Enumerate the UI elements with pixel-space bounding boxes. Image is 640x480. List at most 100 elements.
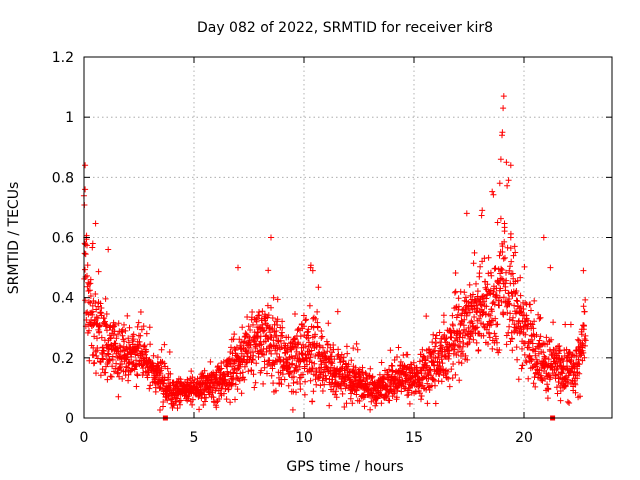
data-point <box>96 322 103 329</box>
data-point <box>510 252 517 259</box>
data-point <box>347 395 354 402</box>
data-point <box>513 288 520 294</box>
data-point <box>314 324 321 331</box>
data-point <box>93 314 100 321</box>
data-point <box>146 324 153 331</box>
data-point <box>530 380 537 387</box>
data-point-outlier <box>494 219 501 226</box>
data-point <box>86 287 93 294</box>
data-point <box>89 311 96 318</box>
data-point <box>452 371 459 378</box>
y-tick-label: 1 <box>65 110 74 126</box>
data-point <box>470 260 477 267</box>
data-point <box>107 335 114 342</box>
data-point <box>221 390 227 397</box>
data-point <box>488 272 495 279</box>
data-point <box>527 301 534 308</box>
data-point <box>84 262 91 269</box>
data-point <box>362 370 369 377</box>
data-point <box>569 351 576 358</box>
data-point <box>525 375 532 382</box>
data-point-outlier <box>507 234 514 241</box>
data-point <box>289 360 296 367</box>
data-point <box>500 311 507 318</box>
data-point <box>458 360 465 367</box>
data-point <box>334 308 341 315</box>
data-point <box>471 305 478 312</box>
data-point <box>575 356 582 363</box>
data-point <box>486 334 493 341</box>
data-point <box>500 255 507 262</box>
data-point <box>321 349 328 356</box>
data-point <box>446 383 453 390</box>
data-point <box>423 313 430 320</box>
data-point <box>274 316 281 323</box>
data-point <box>294 379 301 385</box>
data-point <box>478 212 485 219</box>
data-point <box>97 372 104 379</box>
data-point <box>455 359 462 366</box>
data-point <box>92 220 99 227</box>
data-point <box>501 224 508 231</box>
data-point <box>104 376 111 383</box>
data-point <box>124 312 131 319</box>
data-point <box>505 290 512 297</box>
data-point <box>387 347 394 354</box>
data-point <box>429 339 436 346</box>
chart-title: Day 082 of 2022, SRMTID for receiver kir… <box>197 20 493 36</box>
data-point <box>437 339 444 346</box>
data-point-outlier <box>499 129 506 136</box>
data-point <box>334 353 341 360</box>
data-point <box>430 331 437 338</box>
data-point <box>217 366 223 373</box>
data-point <box>256 312 263 319</box>
data-point <box>483 303 490 310</box>
data-point <box>567 321 574 328</box>
data-point <box>544 381 551 388</box>
data-point <box>490 191 497 198</box>
data-point <box>316 343 323 350</box>
data-point <box>412 388 419 395</box>
data-point <box>313 381 320 388</box>
data-point <box>233 344 240 351</box>
data-point <box>131 366 138 373</box>
data-point <box>297 380 304 387</box>
data-point <box>452 341 459 348</box>
data-point <box>348 357 355 364</box>
data-point-outlier <box>463 210 470 217</box>
data-point <box>548 336 555 343</box>
data-point <box>501 238 508 245</box>
data-point <box>86 327 92 334</box>
data-point <box>519 345 525 352</box>
data-point <box>456 338 463 345</box>
data-point <box>471 314 478 320</box>
data-point <box>161 360 168 367</box>
data-point <box>529 364 536 371</box>
data-point <box>455 349 461 355</box>
data-point <box>545 356 552 363</box>
data-point <box>230 336 237 343</box>
data-point <box>523 359 530 366</box>
data-point <box>451 289 458 296</box>
data-point <box>113 335 120 342</box>
data-point <box>419 346 426 353</box>
data-point <box>272 387 279 394</box>
data-point <box>503 332 510 339</box>
data-point <box>426 346 433 353</box>
data-point <box>216 396 223 402</box>
data-point <box>344 350 351 357</box>
data-point <box>206 383 213 390</box>
data-point <box>582 296 589 303</box>
data-point-outlier <box>89 240 96 247</box>
data-point <box>94 315 101 322</box>
data-point <box>333 388 339 395</box>
data-point <box>261 364 268 371</box>
y-tick-label: 0.4 <box>52 291 74 307</box>
data-point <box>247 327 254 333</box>
data-point <box>386 366 392 373</box>
data-point <box>270 294 277 301</box>
data-point <box>473 339 480 346</box>
data-point <box>318 328 325 334</box>
data-point <box>387 383 394 390</box>
